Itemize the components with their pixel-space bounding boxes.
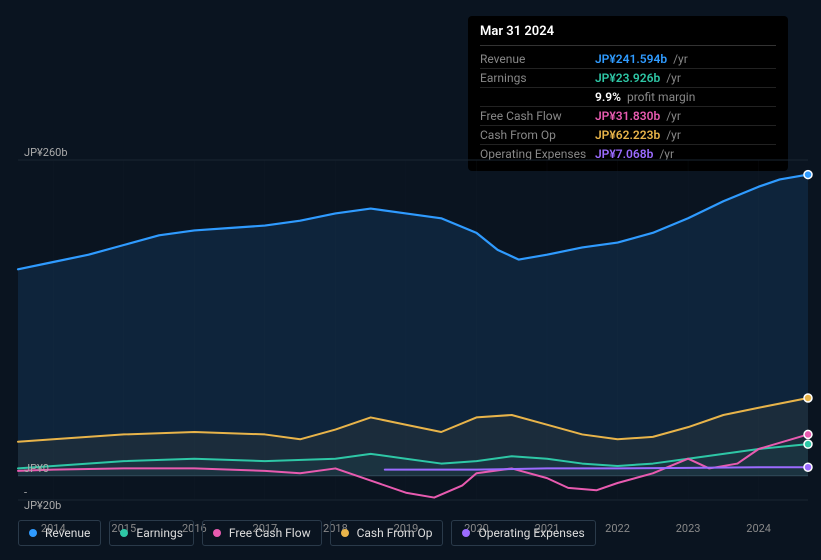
tooltip-body: RevenueJP¥241.594b /yrEarningsJP¥23.926b… xyxy=(480,50,776,163)
legend-dot-icon xyxy=(462,529,470,537)
tooltip-unit: /yr xyxy=(670,52,688,66)
tooltip-unit: /yr xyxy=(656,147,674,161)
legend-label: Free Cash Flow xyxy=(229,526,311,540)
y-tick-label: -JP¥20b xyxy=(18,486,61,512)
tooltip-date: Mar 31 2024 xyxy=(480,24,776,46)
chart-svg xyxy=(18,160,808,500)
tooltip-row: Cash From OpJP¥62.223b /yr xyxy=(480,126,776,145)
tooltip-unit: /yr xyxy=(663,128,681,142)
tooltip-value: JP¥7.068b xyxy=(595,147,653,161)
tooltip-value: JP¥31.830b xyxy=(595,109,660,123)
tooltip-unit: /yr xyxy=(663,71,681,85)
tooltip-value: JP¥241.594b xyxy=(595,52,667,66)
tooltip-row: RevenueJP¥241.594b /yr xyxy=(480,50,776,69)
legend-item[interactable]: Free Cash Flow xyxy=(202,520,322,546)
legend-item[interactable]: Earnings xyxy=(109,520,194,546)
tooltip-sub-label: profit margin xyxy=(624,90,695,104)
tooltip-value: JP¥62.223b xyxy=(595,128,660,142)
legend-item[interactable]: Cash From Op xyxy=(330,520,444,546)
tooltip-value-wrap: JP¥31.830b /yr xyxy=(595,109,681,123)
legend-dot-icon xyxy=(213,529,221,537)
legend-item[interactable]: Operating Expenses xyxy=(451,520,595,546)
legend-dot-icon xyxy=(341,529,349,537)
x-tick-label: 2024 xyxy=(746,522,771,535)
x-tick-label: 2023 xyxy=(676,522,701,535)
x-tick-label: 2022 xyxy=(605,522,630,535)
tooltip-label: Free Cash Flow xyxy=(480,109,595,123)
tooltip-label: Cash From Op xyxy=(480,128,595,142)
tooltip-row: EarningsJP¥23.926b /yr xyxy=(480,69,776,88)
tooltip-value-wrap: JP¥241.594b /yr xyxy=(595,52,688,66)
tooltip-label: Revenue xyxy=(480,52,595,66)
y-tick-label: JP¥0 xyxy=(18,462,49,475)
legend-label: Revenue xyxy=(45,526,90,540)
tooltip-value: JP¥23.926b xyxy=(595,71,660,85)
tooltip-value-wrap: JP¥7.068b /yr xyxy=(595,147,674,161)
tooltip-label: Operating Expenses xyxy=(480,147,595,161)
tooltip-row: Free Cash FlowJP¥31.830b /yr xyxy=(480,107,776,126)
legend: Revenue Earnings Free Cash Flow Cash From O… xyxy=(18,520,596,546)
tooltip-value-wrap: JP¥62.223b /yr xyxy=(595,128,681,142)
tooltip-label: Earnings xyxy=(480,71,595,85)
tooltip-sub-value: 9.9% xyxy=(595,90,621,104)
tooltip-value-wrap: JP¥23.926b /yr xyxy=(595,71,681,85)
tooltip-subrow: 9.9% profit margin xyxy=(480,88,776,107)
legend-dot-icon xyxy=(120,529,128,537)
legend-label: Operating Expenses xyxy=(478,526,584,540)
tooltip-unit: /yr xyxy=(663,109,681,123)
legend-label: Earnings xyxy=(136,526,183,540)
chart-area[interactable]: 2014201520162017201820192020202120222023… xyxy=(18,160,808,500)
legend-label: Cash From Op xyxy=(357,526,433,540)
y-tick-label: JP¥260b xyxy=(18,146,68,159)
legend-dot-icon xyxy=(29,529,37,537)
chart-tooltip: Mar 31 2024 RevenueJP¥241.594b /yrEarnin… xyxy=(468,16,788,171)
legend-item[interactable]: Revenue xyxy=(18,520,101,546)
